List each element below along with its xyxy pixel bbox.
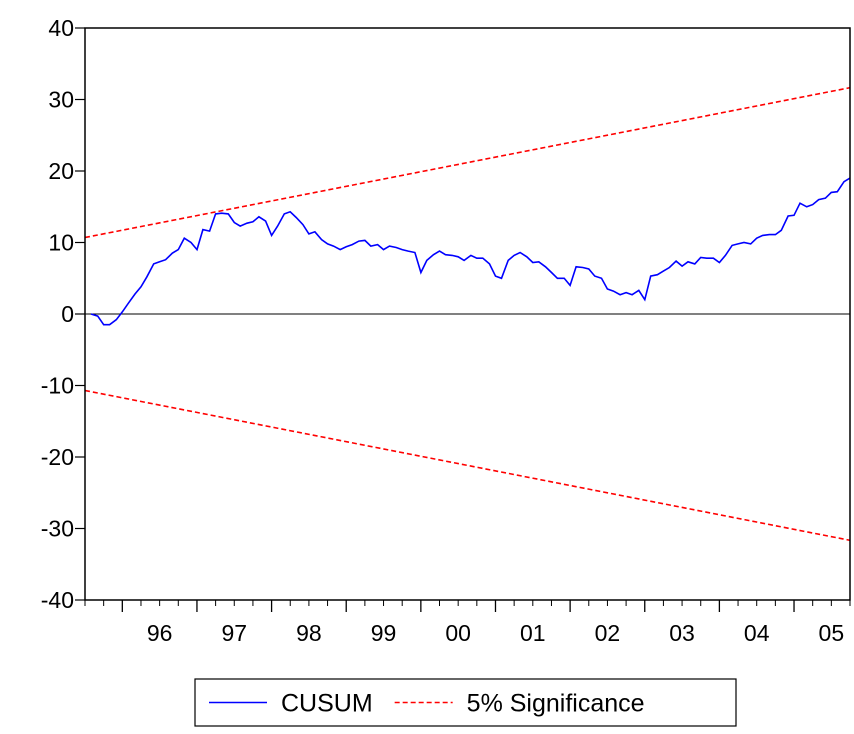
x-tick-label: 03 [669, 620, 695, 646]
x-tick-label: 99 [371, 620, 397, 646]
x-tick-label: 00 [445, 620, 471, 646]
x-tick-label: 04 [744, 620, 770, 646]
x-tick-label: 01 [520, 620, 546, 646]
x-tick-label: 98 [296, 620, 322, 646]
y-tick-label: -30 [41, 516, 74, 542]
x-tick-label: 02 [595, 620, 621, 646]
y-tick-label: -20 [41, 444, 74, 470]
y-tick-label: 40 [48, 15, 74, 41]
y-tick-label: -40 [41, 587, 74, 613]
y-tick-label: 10 [48, 230, 74, 256]
x-tick-label: 05 [819, 620, 845, 646]
x-tick-label: 97 [221, 620, 247, 646]
y-tick-label: 0 [61, 301, 74, 327]
legend: CUSUM 5% Significance [195, 679, 736, 726]
x-tick-label: 96 [147, 620, 173, 646]
y-tick-label: 20 [48, 158, 74, 184]
legend-label-cusum: CUSUM [281, 690, 373, 718]
legend-label-5-significance: 5% Significance [467, 690, 645, 718]
legend-box [195, 679, 736, 726]
y-tick-label: 30 [48, 87, 74, 113]
y-tick-label: -10 [41, 373, 74, 399]
